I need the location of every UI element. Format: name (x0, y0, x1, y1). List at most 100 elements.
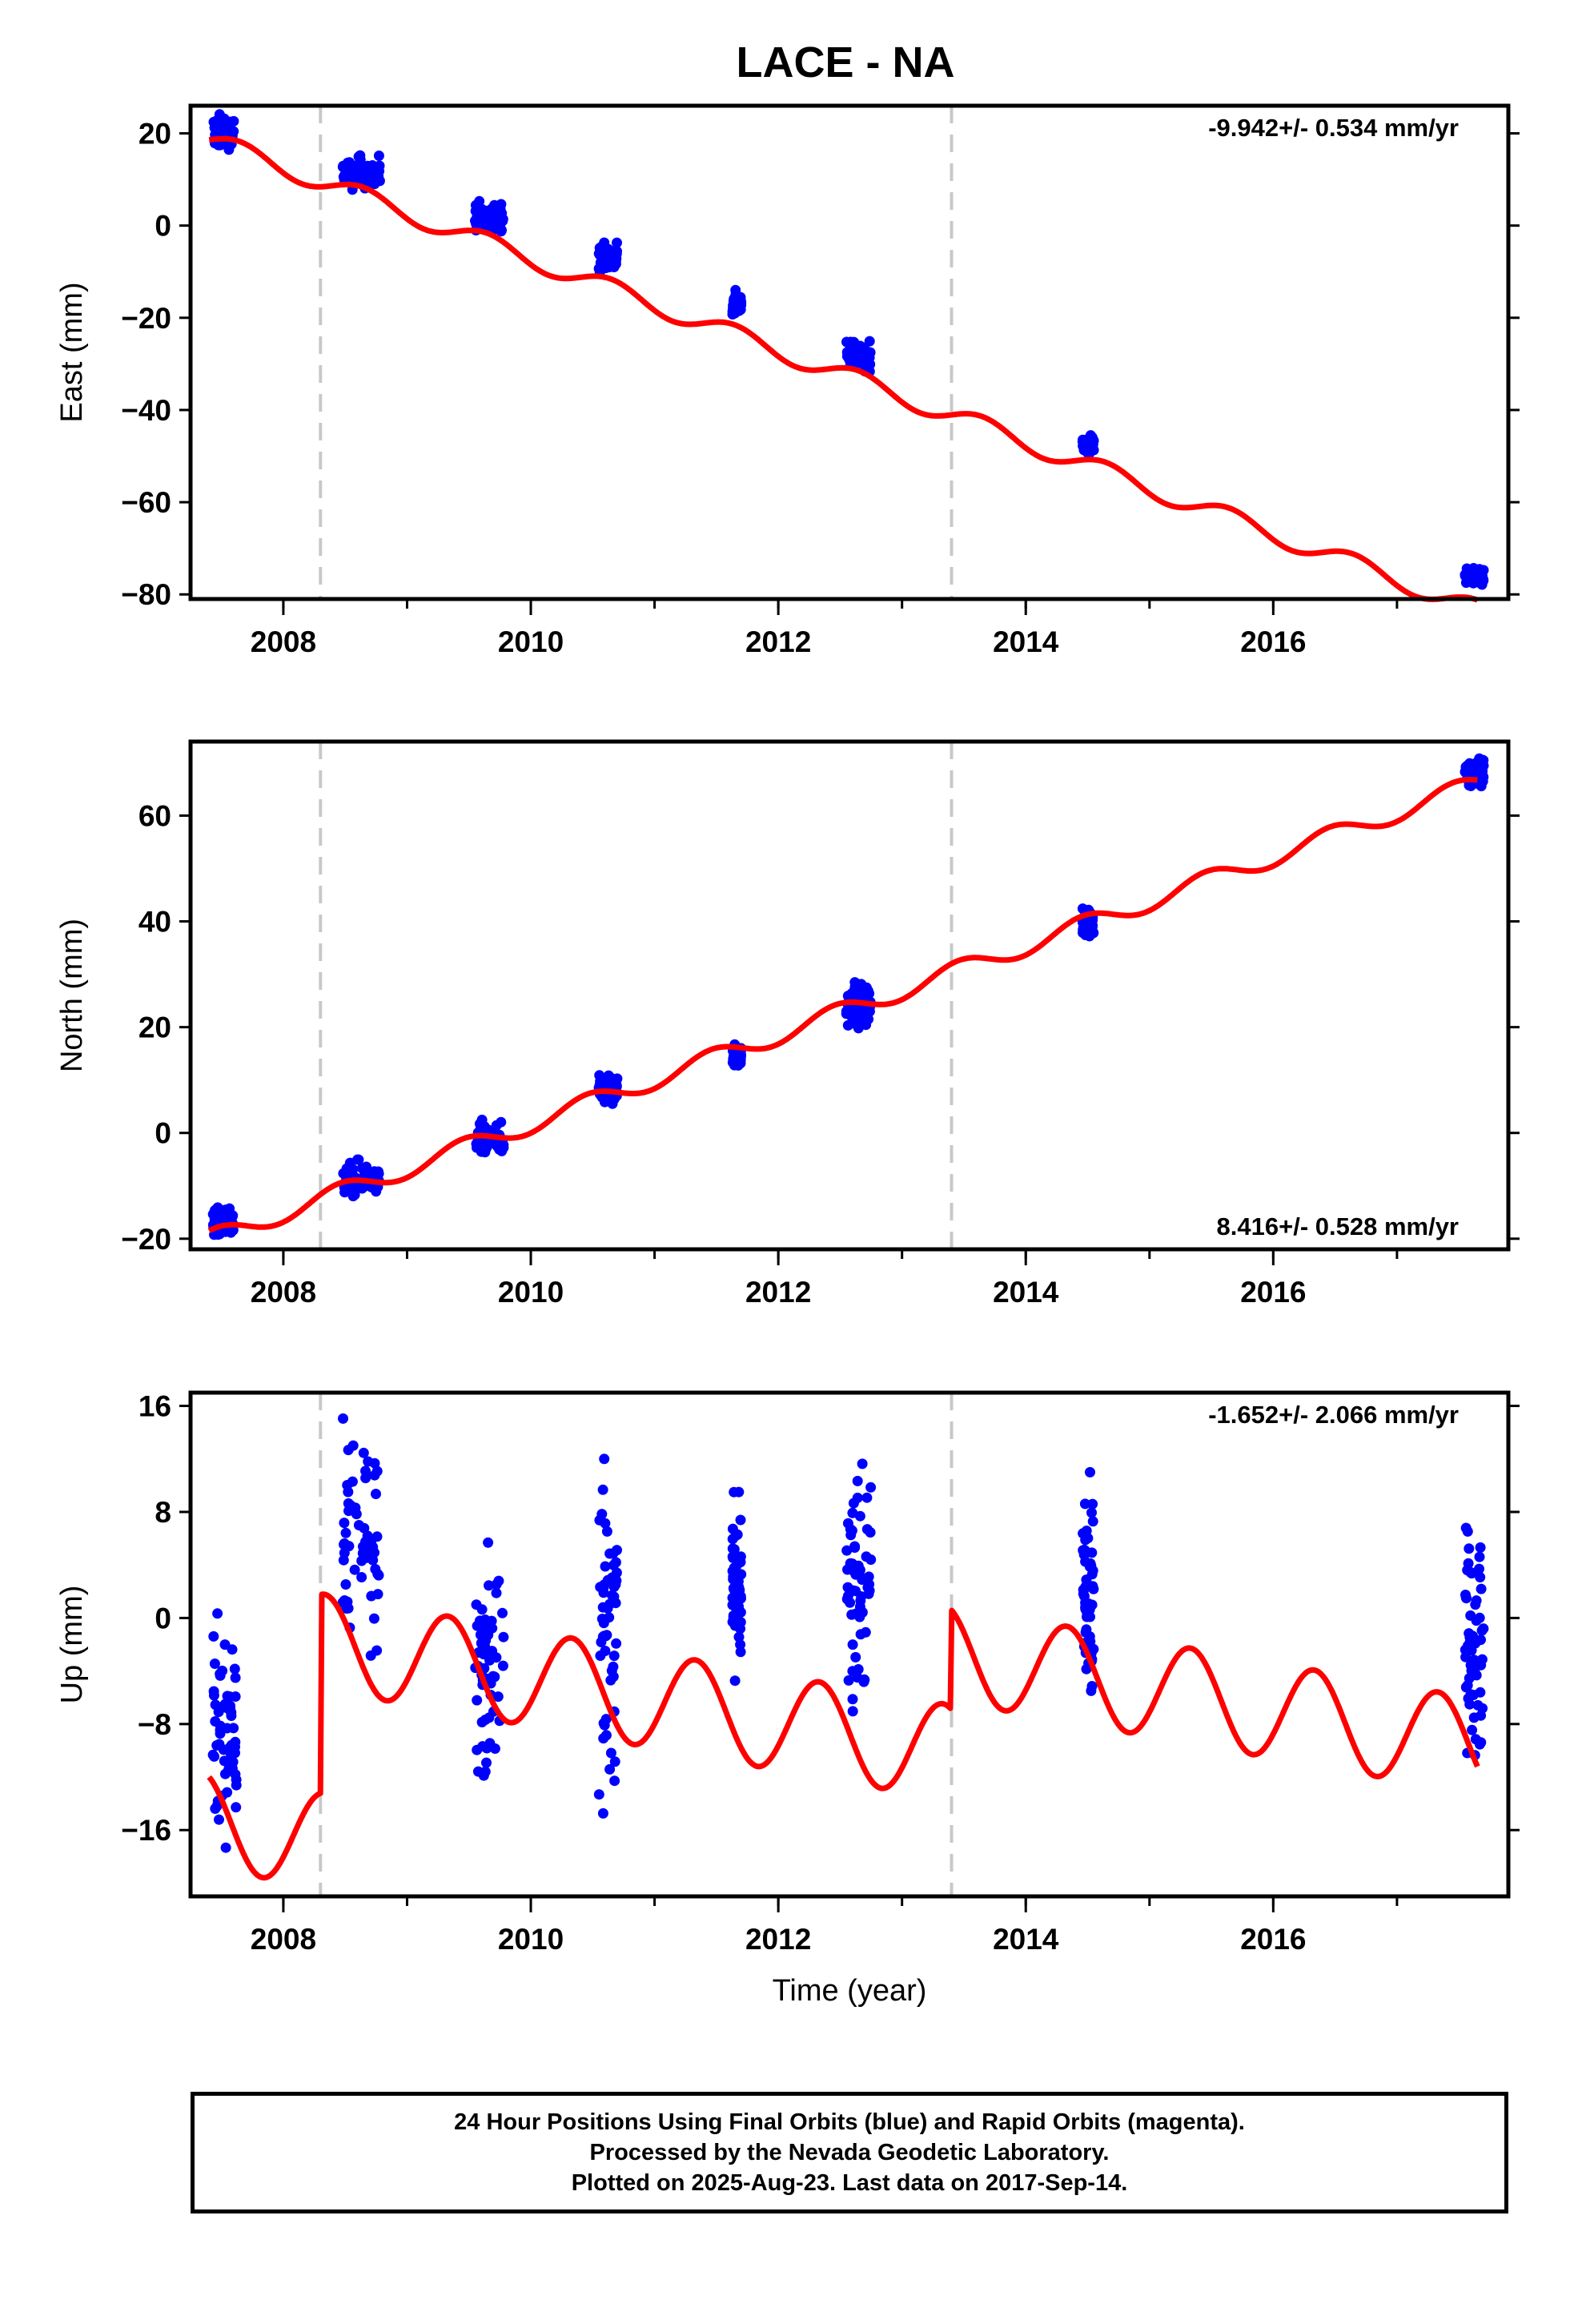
data-point (865, 1554, 877, 1565)
data-point (608, 1548, 619, 1559)
data-point (1474, 1612, 1485, 1623)
data-point (609, 1775, 620, 1787)
data-point (479, 1634, 489, 1644)
data-point (1079, 919, 1090, 931)
model-curve (207, 777, 1480, 1233)
data-point (477, 1741, 488, 1752)
data-point (476, 211, 488, 223)
data-point (496, 1116, 507, 1128)
data-point (210, 1803, 221, 1814)
data-point (339, 1538, 350, 1549)
data-point (1080, 1626, 1091, 1638)
data-point (215, 1670, 226, 1681)
data-point (853, 1023, 864, 1034)
panel-north: 60 40 20 0 −20 2008 2010 2012 2014 2016 North (mm)… (55, 739, 1520, 1309)
data-point (842, 1019, 853, 1031)
data-point (483, 1537, 494, 1548)
data-point (487, 1622, 498, 1634)
data-point (220, 1842, 231, 1853)
data-point (373, 1570, 384, 1581)
data-point (854, 1601, 865, 1612)
data-point (209, 1659, 220, 1669)
data-point (471, 1599, 482, 1610)
data-point (855, 1629, 866, 1640)
data-point (865, 1482, 877, 1493)
data-point (729, 1620, 741, 1631)
data-point (231, 1802, 242, 1813)
data-point (597, 1484, 608, 1495)
data-point (1474, 1551, 1485, 1562)
plot-frame (188, 103, 1511, 601)
data-point (337, 1597, 348, 1608)
data-point (476, 1616, 488, 1626)
data-point (1470, 1734, 1481, 1745)
data-point (1079, 1498, 1090, 1510)
data-point (861, 1492, 873, 1503)
data-point (339, 1547, 350, 1558)
data-point (365, 1167, 376, 1178)
data-point (597, 1602, 608, 1613)
data-point (848, 1585, 859, 1596)
data-point (1475, 1542, 1486, 1553)
data-point (230, 1672, 241, 1683)
data-point (364, 167, 375, 179)
panel-up: 16 8 0 −8 −16 2008 2010 2012 2014 2016 Up (mm) Time… (55, 1390, 1520, 2008)
data-point (731, 1561, 742, 1572)
data-point (481, 1757, 492, 1768)
data-point (214, 1739, 225, 1750)
data-point (1085, 1636, 1096, 1647)
data-point (845, 352, 857, 364)
data-point (484, 1580, 494, 1591)
data-point (340, 1527, 351, 1538)
data-point (224, 1691, 235, 1702)
y-tick-label: 0 (155, 1602, 171, 1634)
x-tick-label: 2014 (993, 1276, 1059, 1309)
x-tick-label: 2014 (993, 1923, 1059, 1956)
x-tick-label: 2008 (251, 1923, 316, 1956)
x-tick-label: 2012 (745, 625, 811, 658)
data-point (352, 1154, 363, 1165)
data-point (854, 1611, 865, 1622)
y-tick-label: 20 (139, 1011, 171, 1044)
data-point (373, 151, 384, 161)
data-point (599, 1454, 610, 1465)
data-point (593, 248, 604, 259)
data-point (491, 1587, 502, 1598)
data-point (1461, 1593, 1472, 1604)
data-point (353, 1520, 364, 1530)
x-tick-label: 2014 (993, 625, 1059, 658)
data-point (735, 1647, 746, 1658)
data-point (864, 336, 875, 347)
x-tick-label: 2016 (1240, 1923, 1306, 1956)
data-point (1466, 1645, 1477, 1656)
plot-frame (188, 1390, 1511, 1899)
data-point (730, 1601, 741, 1612)
velocity-annotation: 8.416+/- 0.528 mm/yr (1217, 1212, 1459, 1240)
data-point (1087, 439, 1098, 450)
data-point (208, 1630, 219, 1642)
data-point (594, 1070, 605, 1081)
data-point (862, 352, 873, 363)
data-point (729, 1675, 741, 1687)
data-point (734, 1570, 745, 1582)
data-point (338, 1413, 348, 1424)
data-point (1477, 1703, 1488, 1714)
data-point (349, 1189, 360, 1200)
x-tick-label: 2010 (498, 1276, 564, 1309)
data-point (1087, 1516, 1098, 1527)
data-point (857, 1458, 868, 1470)
data-point (599, 1719, 610, 1731)
y-tick-label: −16 (121, 1814, 171, 1847)
data-point (471, 1138, 482, 1149)
y-tick-label: 40 (139, 906, 171, 939)
data-point (1462, 1680, 1473, 1691)
data-point (596, 1637, 607, 1647)
data-point (1085, 1466, 1095, 1478)
data-point (611, 1575, 622, 1586)
y-tick-label: 60 (139, 799, 171, 832)
data-point (601, 1526, 612, 1537)
data-point (857, 1012, 868, 1023)
data-point (1463, 1693, 1474, 1704)
data-point (605, 255, 616, 266)
data-point (210, 1716, 221, 1727)
